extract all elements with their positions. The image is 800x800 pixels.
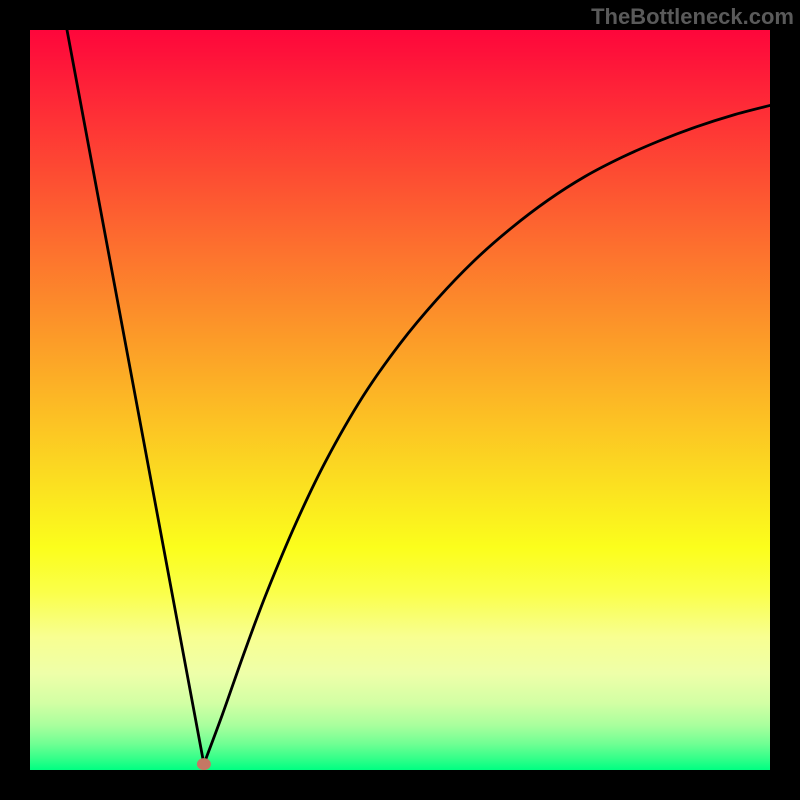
bottleneck-curve <box>67 30 770 764</box>
curve-layer <box>30 30 770 770</box>
plot-area <box>30 30 770 770</box>
minimum-marker <box>197 758 211 770</box>
chart-container: TheBottleneck.com <box>0 0 800 800</box>
watermark-text: TheBottleneck.com <box>591 4 794 30</box>
